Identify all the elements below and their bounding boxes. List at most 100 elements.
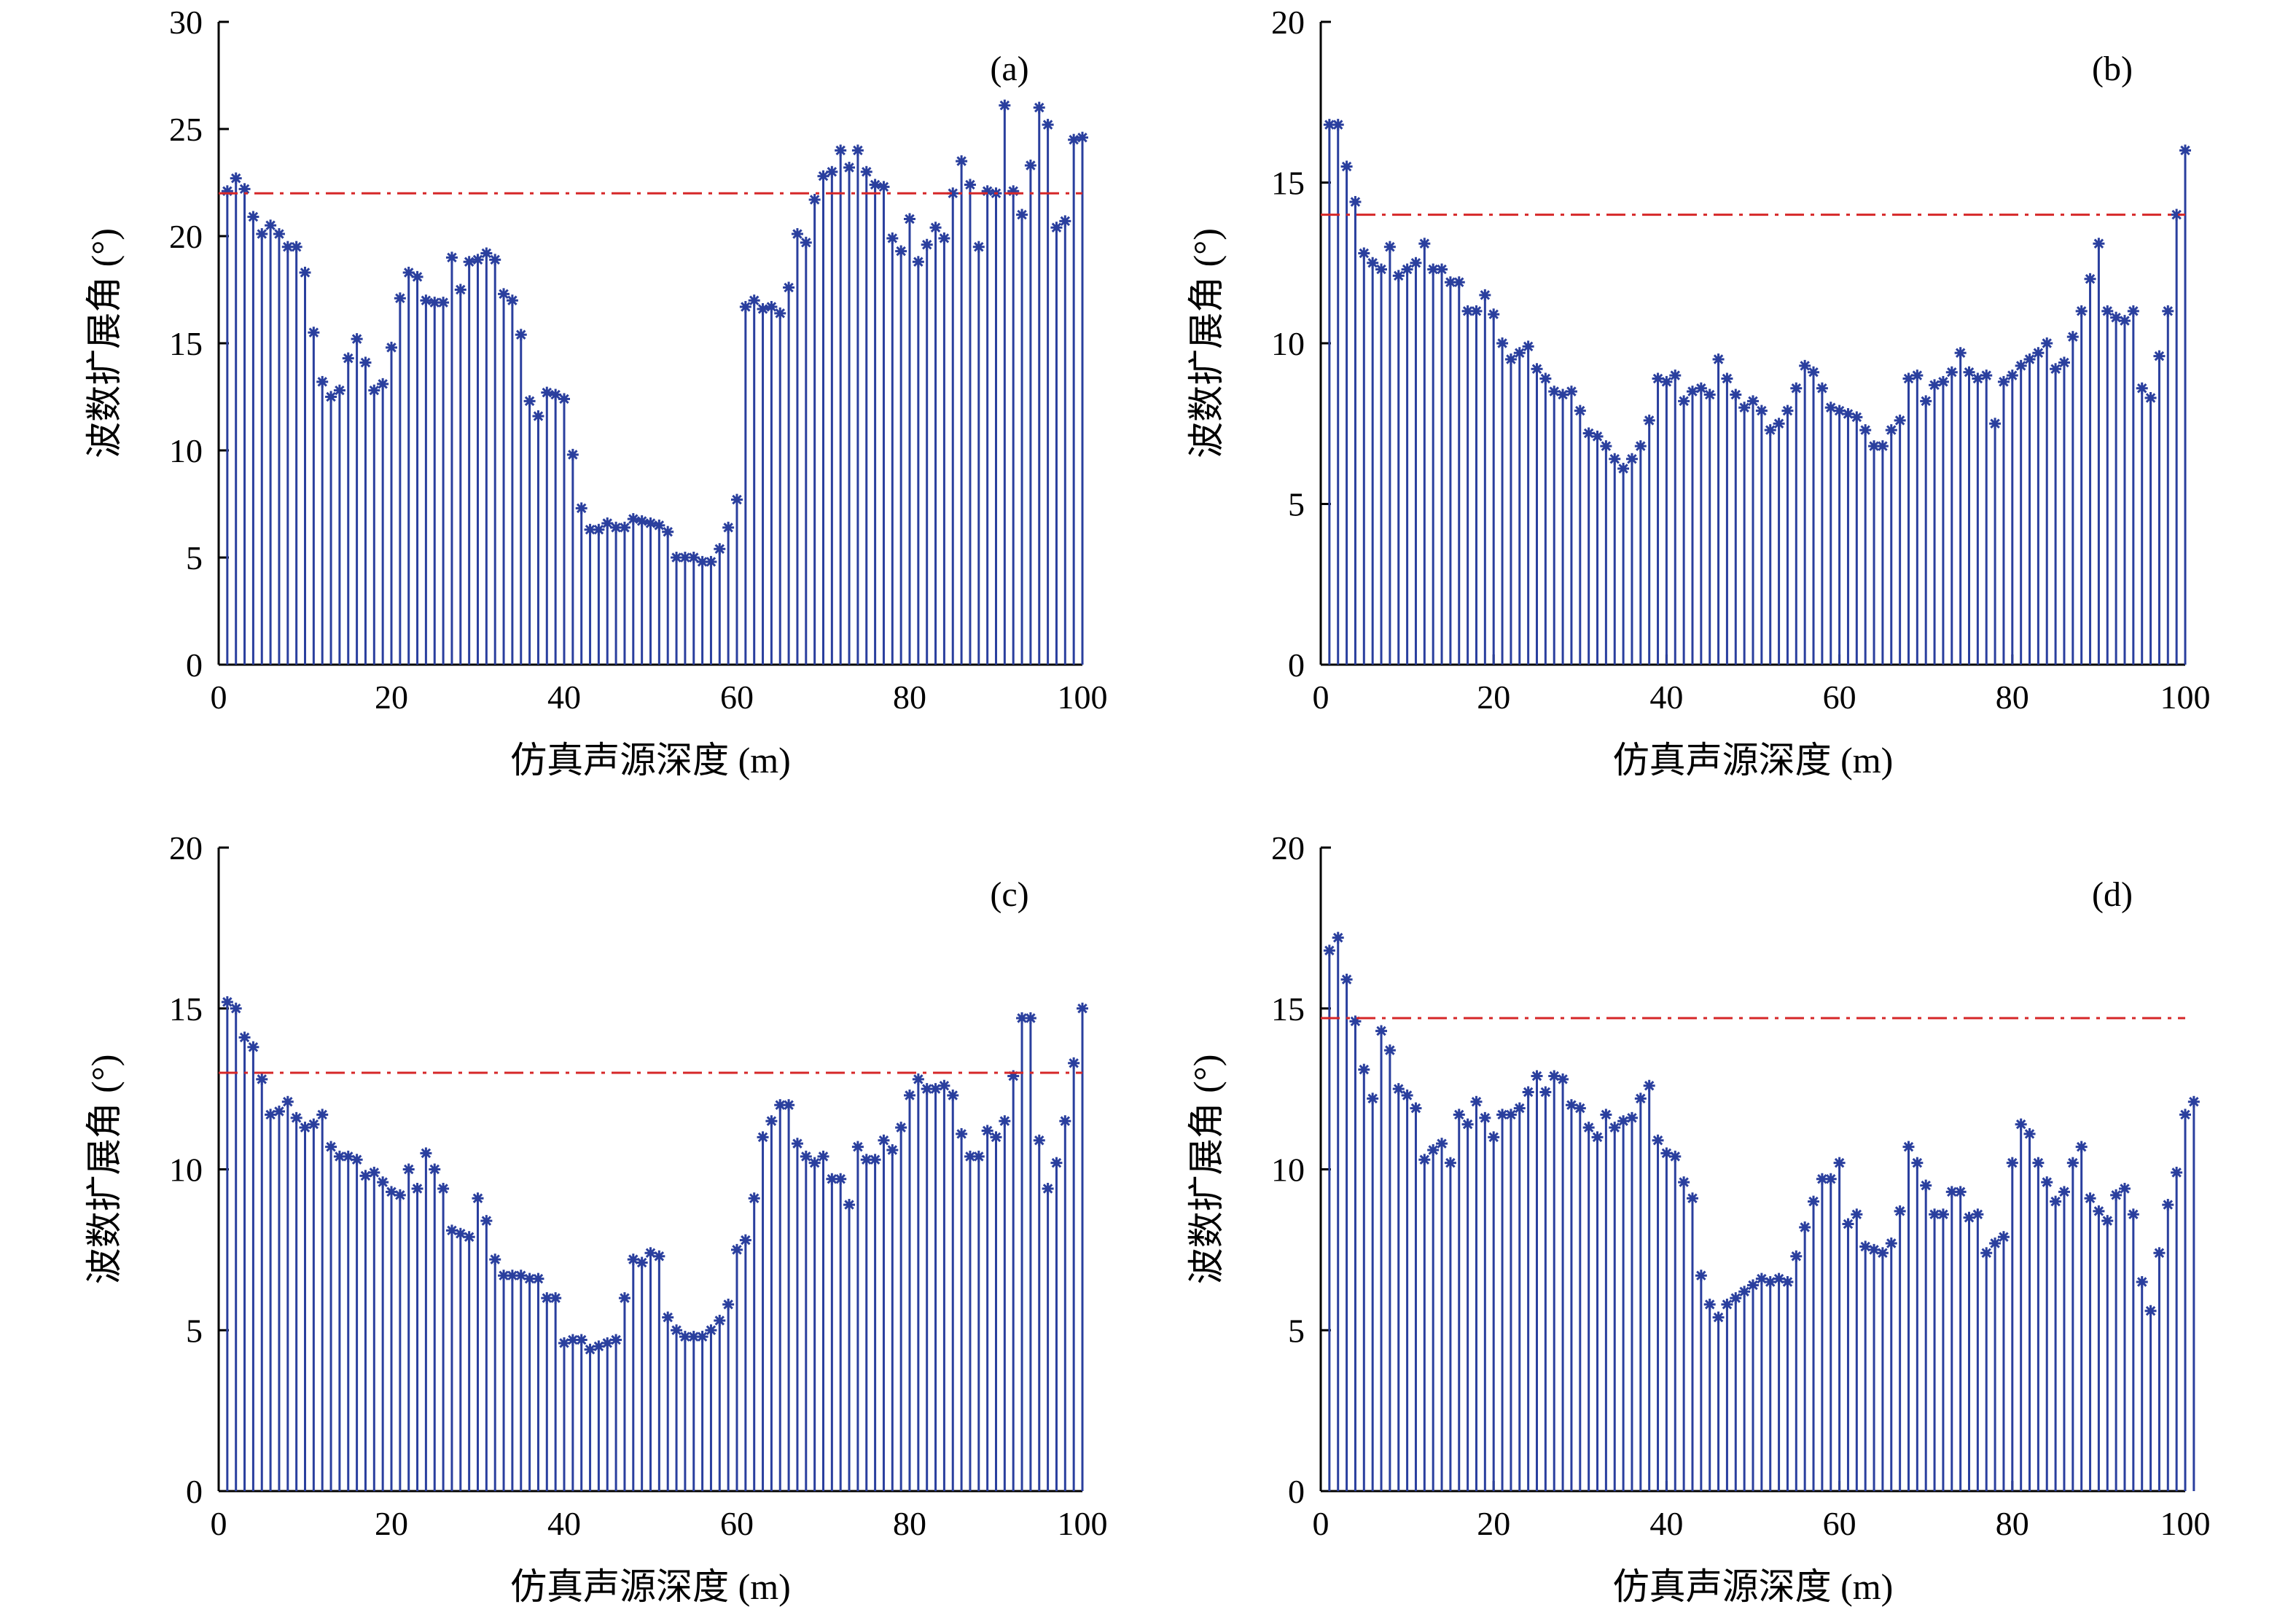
x-tick-label: 0 — [1313, 1505, 1329, 1542]
stem-point — [1773, 1272, 1785, 1491]
stem-point — [265, 219, 277, 665]
y-tick-label: 20 — [169, 218, 203, 255]
asterisk-marker — [1652, 1134, 1664, 1146]
stem-point — [886, 232, 899, 665]
x-tick-label: 40 — [547, 679, 581, 716]
x-tick-label: 80 — [1996, 1505, 2029, 1542]
stem-point — [394, 1189, 406, 1491]
stem-point — [714, 1315, 726, 1491]
asterisk-marker — [2136, 1276, 2148, 1289]
stem-point — [1349, 195, 1362, 665]
stem-point — [1522, 340, 1534, 665]
stem-point — [1824, 1173, 1837, 1491]
stem-point — [2153, 1247, 2166, 1491]
y-tick-label: 0 — [1288, 646, 1305, 684]
asterisk-marker — [843, 161, 856, 173]
stem-point — [2075, 305, 2088, 665]
asterisk-marker — [2101, 1215, 2114, 1227]
asterisk-marker — [2127, 305, 2139, 317]
asterisk-marker — [1634, 1092, 1647, 1105]
asterisk-marker — [437, 297, 450, 309]
asterisk-marker — [1033, 1134, 1045, 1146]
stem-point — [860, 165, 872, 665]
stem-point — [696, 555, 708, 665]
asterisk-marker — [1392, 1083, 1405, 1095]
stem-point — [290, 1111, 302, 1491]
asterisk-marker — [2162, 305, 2174, 317]
asterisk-marker — [532, 410, 544, 422]
stem-point — [1358, 247, 1370, 665]
asterisk-marker — [541, 386, 553, 399]
asterisk-marker — [722, 1298, 735, 1310]
stem-point — [1902, 1141, 1915, 1491]
asterisk-marker — [463, 256, 475, 268]
stem-point — [2023, 1127, 2036, 1491]
asterisk-marker — [506, 1270, 518, 1282]
stem-point — [1565, 1099, 1577, 1491]
stem-point — [386, 341, 397, 665]
stem-point — [1617, 1115, 1630, 1491]
asterisk-marker — [981, 1125, 993, 1137]
y-tick-label: 15 — [1271, 165, 1305, 202]
asterisk-marker — [956, 155, 968, 168]
asterisk-marker — [999, 1115, 1011, 1127]
stem-point — [247, 1041, 259, 1491]
asterisk-marker — [851, 144, 864, 157]
stem-point — [429, 297, 441, 665]
asterisk-marker — [981, 185, 993, 198]
asterisk-marker — [1712, 353, 1725, 366]
asterisk-marker — [1876, 1247, 1889, 1259]
stem-point — [368, 1166, 380, 1491]
x-tick-label: 100 — [1058, 679, 1108, 716]
y-tick-label: 10 — [169, 432, 203, 469]
asterisk-marker — [739, 1234, 751, 1246]
stem-point — [368, 384, 380, 665]
stem-point — [2075, 1141, 2088, 1491]
y-tick-label: 15 — [1271, 990, 1305, 1028]
stem-point — [748, 294, 760, 665]
stem-point — [1504, 1108, 1517, 1491]
stem-point — [480, 247, 493, 665]
stem-point — [878, 1134, 890, 1491]
asterisk-marker — [1531, 363, 1543, 375]
asterisk-marker — [1669, 1150, 1682, 1162]
stem-point — [1444, 276, 1456, 665]
x-tick-label: 60 — [720, 1505, 754, 1542]
stem-point — [1436, 263, 1448, 665]
asterisk-marker — [316, 375, 329, 388]
y-tick-label: 30 — [169, 4, 203, 41]
stem-point — [1600, 440, 1612, 665]
stem-point — [1634, 1092, 1647, 1491]
stem-point — [2144, 391, 2157, 665]
stem-point — [1643, 414, 1655, 665]
asterisk-marker — [808, 1157, 821, 1169]
asterisk-marker — [2144, 391, 2157, 404]
x-tick-label: 40 — [1649, 1505, 1683, 1542]
asterisk-marker — [1427, 263, 1440, 275]
stem-point — [2084, 1192, 2096, 1491]
asterisk-marker — [230, 1002, 242, 1014]
stem-point — [230, 1002, 242, 1491]
asterisk-marker — [584, 1343, 596, 1356]
y-tick-label: 20 — [1271, 4, 1305, 41]
asterisk-marker — [1470, 1095, 1483, 1108]
stem-point — [281, 241, 294, 665]
asterisk-marker — [2058, 1186, 2070, 1198]
stem-point — [429, 1163, 441, 1491]
stem-point — [817, 1150, 829, 1491]
stem-point — [2050, 1195, 2062, 1491]
y-tick-label: 0 — [186, 1473, 203, 1510]
asterisk-marker — [1383, 1044, 1396, 1057]
stem-point — [990, 187, 1002, 665]
asterisk-marker — [739, 301, 751, 313]
asterisk-marker — [351, 1154, 363, 1166]
stem-point — [1937, 1208, 1949, 1491]
stem-point — [1617, 462, 1630, 665]
stem-point — [1634, 440, 1647, 665]
stem-point — [584, 523, 596, 665]
stem-point — [550, 1292, 562, 1491]
asterisk-marker — [1730, 1292, 1742, 1305]
stem-point — [2171, 1166, 2183, 1491]
asterisk-marker — [1600, 440, 1612, 453]
asterisk-marker — [671, 1324, 683, 1337]
